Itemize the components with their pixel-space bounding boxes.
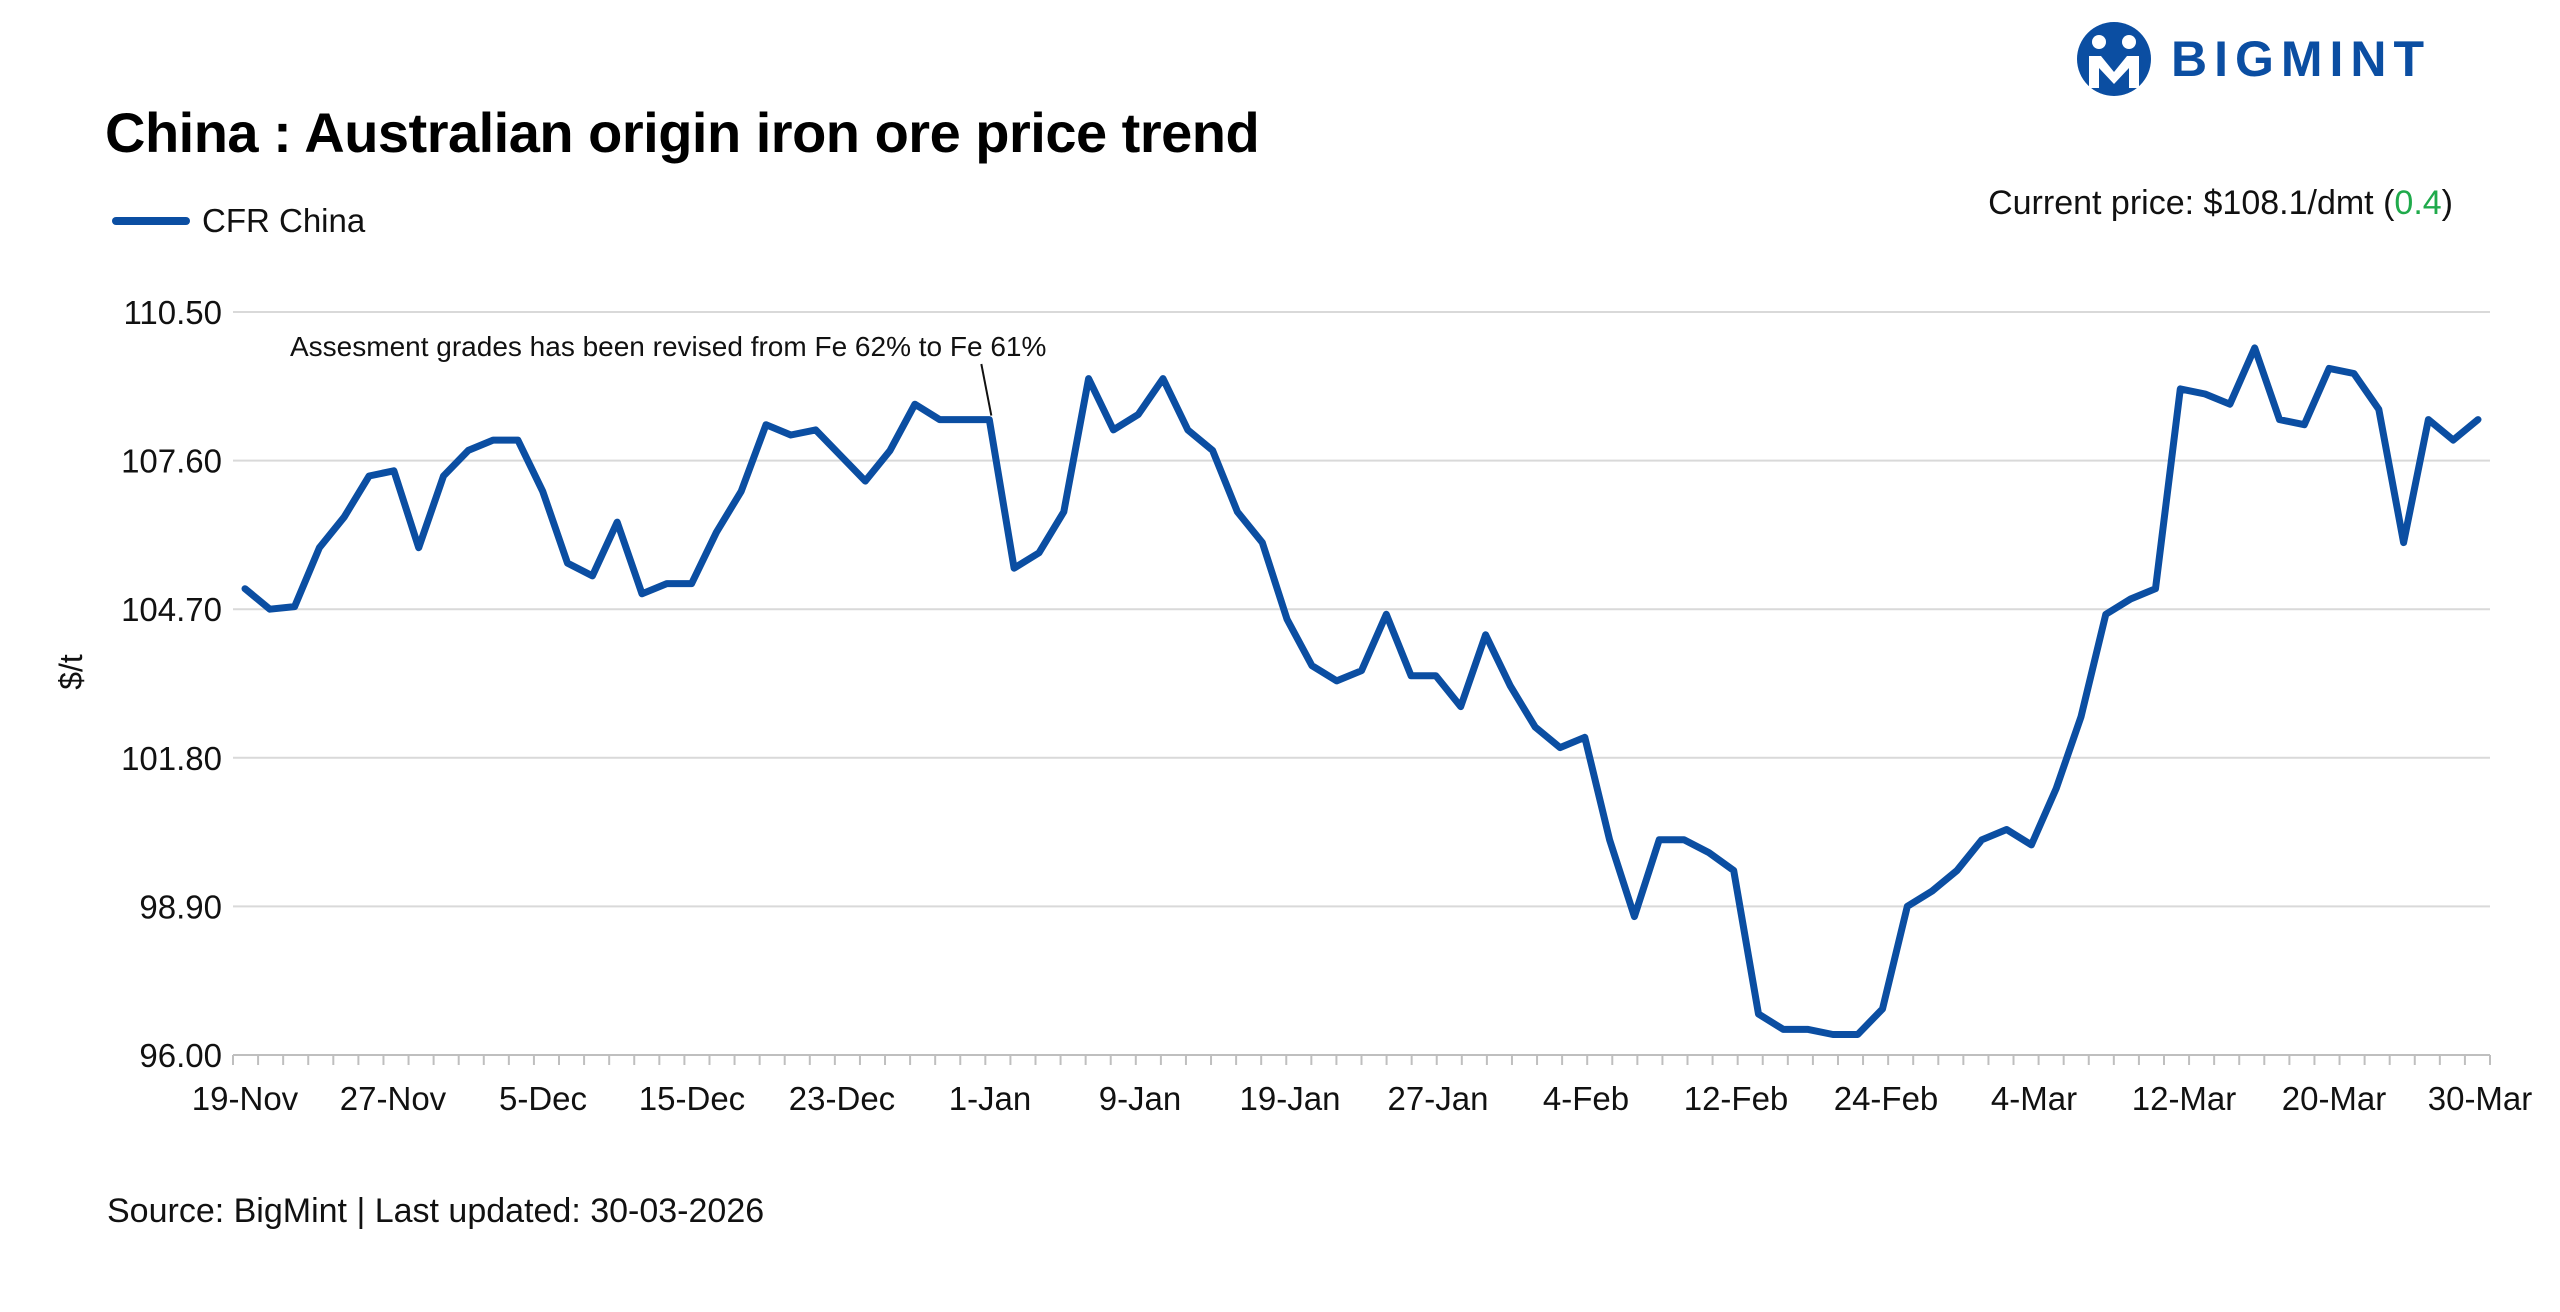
current-price-label: Current price: $108.1/dmt: [1988, 184, 2374, 222]
y-tick-label: 104.70: [121, 591, 222, 628]
legend-label: CFR China: [202, 202, 366, 239]
x-tick-label: 27-Nov: [340, 1080, 447, 1117]
chart-title: China : Australian origin iron ore price…: [105, 101, 1260, 164]
x-tick-label: 12-Feb: [1684, 1080, 1789, 1117]
x-tick-label: 9-Jan: [1099, 1080, 1182, 1117]
annotation-text: Assesment grades has been revised from F…: [290, 331, 1046, 362]
y-tick-label: 110.50: [124, 294, 222, 331]
source-note: Source: BigMint | Last updated: 30-03-20…: [107, 1192, 765, 1230]
y-axis-title: $/t: [53, 654, 89, 690]
current-price: Current price: $108.1/dmt (0.4): [1988, 184, 2453, 223]
x-tick-label: 19-Jan: [1240, 1080, 1341, 1117]
x-tick-label: 5-Dec: [499, 1080, 587, 1117]
legend: CFR China: [112, 202, 365, 240]
legend-swatch: [112, 217, 190, 225]
x-tick-label: 4-Feb: [1543, 1080, 1629, 1117]
y-tick-label: 98.90: [139, 888, 222, 925]
annotation-leader-line: [980, 363, 993, 416]
brand-logo: BIGMINT: [2075, 20, 2431, 98]
x-tick-label: 15-Dec: [639, 1080, 745, 1117]
x-tick-label: 23-Dec: [789, 1080, 895, 1117]
current-price-change-open: (: [2383, 184, 2395, 222]
bigmint-logo-icon: [2077, 22, 2151, 96]
x-tick-label: 4-Mar: [1991, 1080, 2077, 1117]
x-tick-label: 12-Mar: [2132, 1080, 2237, 1117]
current-price-change: 0.4: [2394, 184, 2442, 222]
series-line-cfr-china: [241, 344, 2482, 1038]
y-tick-label: 107.60: [121, 443, 222, 480]
y-tick-label: 96.00: [139, 1037, 222, 1074]
current-price-change-close: ): [2441, 184, 2453, 222]
y-tick-label: 101.80: [121, 740, 222, 777]
x-tick-label: 27-Jan: [1388, 1080, 1489, 1117]
x-tick-label: 20-Mar: [2282, 1080, 2387, 1117]
x-tick-label: 1-Jan: [949, 1080, 1032, 1117]
brand-name: BIGMINT: [2171, 31, 2432, 87]
x-tick-label: 24-Feb: [1834, 1080, 1939, 1117]
x-tick-label: 30-Mar: [2428, 1080, 2533, 1117]
x-tick-label: 19-Nov: [192, 1080, 299, 1117]
